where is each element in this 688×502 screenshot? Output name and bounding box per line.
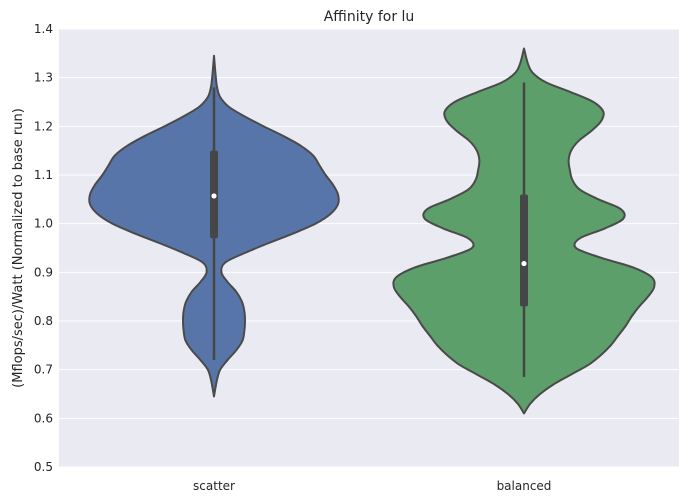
x-tick-label: balanced — [497, 479, 552, 493]
y-tick-labels: 0.5 0.6 0.7 0.8 0.9 1.0 1.1 1.2 1.3 1.4 — [34, 22, 53, 474]
violin-median — [521, 260, 527, 267]
y-tick-label: 0.8 — [34, 314, 53, 328]
violin-balanced — [392, 47, 656, 415]
violins — [88, 47, 656, 415]
chart-title: Affinity for lu — [324, 9, 415, 25]
plot-background — [59, 29, 679, 467]
y-tick-label: 1.1 — [34, 168, 53, 182]
violin-scatter — [88, 54, 340, 398]
y-tick-label: 1.2 — [34, 119, 53, 133]
y-tick-label: 0.9 — [34, 265, 53, 279]
x-tick-label: scatter — [193, 479, 235, 493]
y-tick-label: 1.3 — [34, 71, 53, 85]
violin-iqr-box — [520, 194, 528, 307]
y-tick-label: 0.5 — [34, 460, 53, 474]
y-tick-label: 0.7 — [34, 363, 53, 377]
y-tick-label: 1.0 — [34, 217, 53, 231]
y-tick-label: 0.6 — [34, 411, 53, 425]
x-tick-labels: scatter balanced — [193, 479, 551, 493]
violin-median — [211, 193, 217, 199]
y-axis-label: (Mflops/sec)/Watt (Normalized to base ru… — [11, 108, 26, 388]
y-tick-label: 1.4 — [34, 22, 53, 36]
